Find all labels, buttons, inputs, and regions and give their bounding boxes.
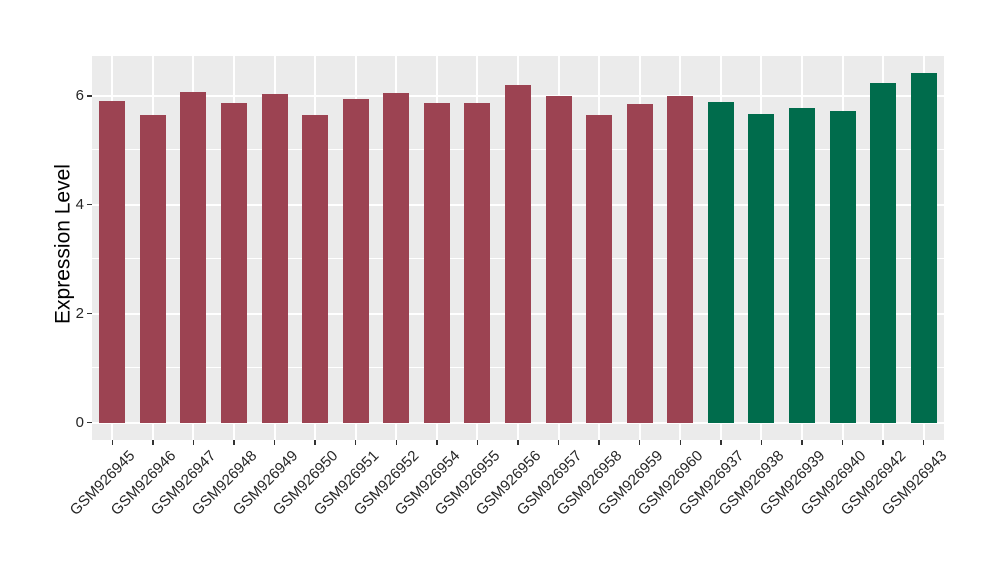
x-tick-mark: [314, 440, 316, 445]
bar: [180, 91, 207, 423]
y-tick-mark: [86, 203, 92, 206]
x-tick-mark: [760, 440, 763, 445]
x-tick-mark: [720, 440, 722, 445]
bar: [667, 95, 694, 423]
x-tick-mark: [841, 440, 844, 445]
bar: [464, 102, 491, 423]
x-tick-mark: [111, 440, 114, 445]
x-tick-mark: [354, 440, 357, 445]
bar: [139, 114, 166, 423]
x-tick-mark: [598, 440, 600, 445]
y-tick-label: 6: [75, 86, 84, 104]
bar: [383, 93, 410, 423]
bar: [302, 114, 329, 423]
y-tick-mark: [86, 312, 92, 315]
x-tick-mark: [882, 440, 884, 445]
y-tick-label: 2: [75, 304, 84, 322]
bar: [707, 101, 734, 423]
bar: [220, 103, 247, 423]
y-tick-label: 4: [75, 195, 84, 213]
x-tick-mark: [476, 440, 479, 445]
bar: [870, 82, 897, 423]
x-tick-mark: [679, 440, 682, 445]
bar: [261, 94, 288, 423]
y-tick-mark: [86, 421, 92, 424]
x-tick-mark: [801, 440, 803, 445]
bar: [829, 111, 856, 423]
y-axis-title: Expression Level: [51, 164, 75, 324]
y-tick-label: 0: [75, 413, 84, 431]
bar: [586, 115, 613, 423]
bar: [789, 107, 815, 423]
x-tick-mark: [517, 440, 519, 445]
bar: [748, 114, 775, 423]
bar: [626, 103, 653, 423]
bar: [545, 95, 572, 423]
x-tick-mark: [152, 440, 154, 445]
x-tick-mark: [638, 440, 641, 445]
x-tick-mark: [395, 440, 398, 445]
x-tick-mark: [192, 440, 195, 445]
bar: [423, 102, 450, 423]
bar: [505, 84, 531, 423]
bar: [99, 101, 126, 423]
x-tick-mark: [557, 440, 560, 445]
bar: [342, 98, 369, 423]
y-tick-mark: [86, 95, 92, 97]
bar: [910, 73, 937, 423]
x-tick-mark: [922, 440, 925, 445]
x-tick-mark: [233, 440, 235, 445]
x-tick-mark: [436, 440, 438, 445]
plot-area: [92, 56, 944, 440]
x-tick-mark: [273, 440, 276, 445]
